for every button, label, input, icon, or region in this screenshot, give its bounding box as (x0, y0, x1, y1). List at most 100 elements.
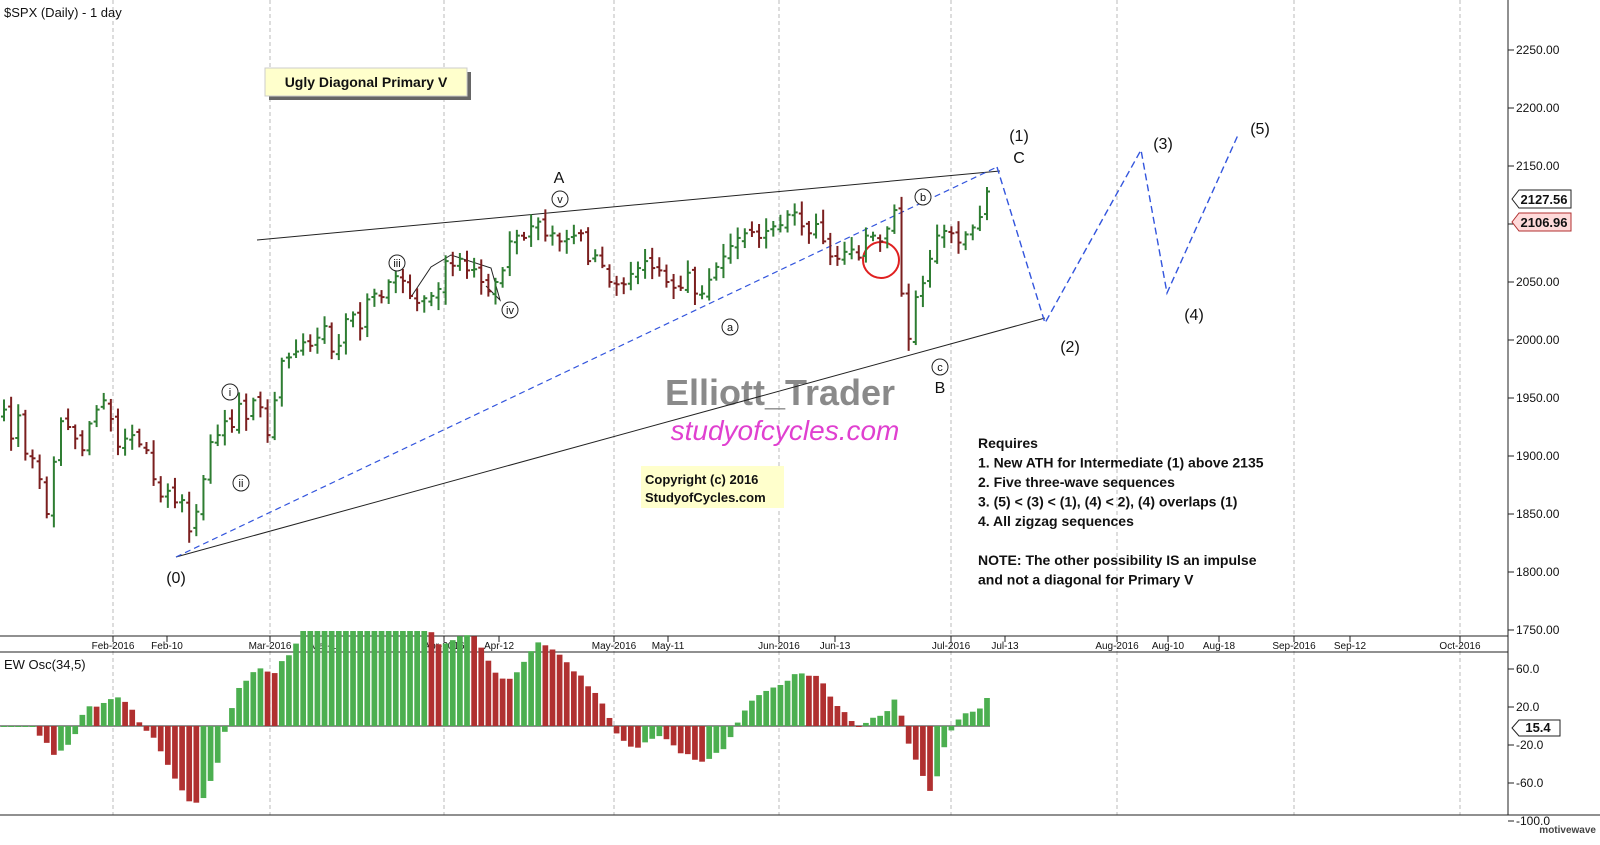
oscillator-bar (471, 636, 477, 726)
oscillator-bar (699, 726, 705, 762)
pattern-label-box (264, 67, 468, 97)
oscillator-bar (172, 726, 178, 779)
oscillator-bar (236, 687, 242, 726)
ohlc-bar (592, 249, 599, 263)
oscillator-bar (670, 726, 677, 746)
wave-label-text: (4) (1184, 307, 1204, 324)
time-tick-label: Sep-12 (1334, 641, 1367, 652)
time-tick-label: Jul-2016 (932, 641, 971, 652)
oscillator-bar (257, 668, 264, 726)
ohlc-bar (428, 292, 435, 307)
time-tick-label: Mar-2016 (249, 641, 292, 652)
wave-label: (3) (1153, 136, 1173, 153)
ohlc-bar (927, 249, 934, 288)
oscillator-bar (307, 631, 314, 726)
ohlc-bar (520, 231, 527, 241)
oscillator-bar (457, 636, 463, 726)
oscillator-bar (848, 721, 855, 726)
ohlc-bar (485, 273, 492, 297)
oscillator-bar (492, 672, 499, 726)
ohlc-bar (492, 277, 499, 305)
ohlc-bar (407, 274, 414, 300)
ohlc-bar (43, 476, 50, 519)
ohlc-bar (442, 255, 449, 305)
price-tick-label: 1750.00 (1516, 623, 1560, 637)
oscillator-bar (884, 711, 891, 726)
ohlc-bar (100, 392, 107, 410)
oscillator-bar (79, 714, 86, 726)
ohlc-bar (599, 246, 606, 269)
ohlc-bar (200, 474, 207, 521)
ohlc-bar (656, 257, 663, 277)
upper-trendline (256, 170, 1001, 241)
oscillator-bar (36, 726, 43, 736)
ohlc-bar (435, 282, 442, 311)
oscillator-bar (15, 726, 22, 727)
ohlc-bar (941, 224, 948, 248)
ohlc-bar (342, 313, 349, 355)
ohlc-bar (136, 428, 143, 448)
time-tick-label: Feb-10 (151, 641, 183, 652)
ohlc-bar (948, 226, 955, 244)
oscillator-bar (221, 726, 228, 732)
oscillator-bar (278, 661, 285, 726)
wave-projection (996, 134, 1239, 325)
ohlc-bar (976, 205, 983, 232)
requirements-notes: Requires 1. New ATH for Intermediate (1) … (978, 435, 1264, 588)
second-price-value: 2106.96 (1521, 215, 1568, 230)
oscillator-bar (642, 726, 648, 743)
wave-label: a (721, 318, 739, 336)
oscillator-tick-label: -60.0 (1516, 776, 1544, 790)
oscillator-bar (293, 643, 299, 726)
ohlc-bar (221, 409, 228, 446)
wave-label: iv (501, 301, 519, 319)
oscillator-bar (364, 631, 371, 726)
ohlc-bar (556, 232, 563, 252)
oscillator-value: 15.4 (1525, 720, 1551, 735)
ohlc-bar (577, 229, 584, 242)
ohlc-bar (278, 357, 285, 407)
ohlc-bar (827, 232, 834, 266)
watermark-url: studyofcycles.com (671, 415, 900, 446)
ohlc-bar (186, 491, 193, 543)
oscillator-bar (428, 632, 435, 726)
oscillator-bar (606, 717, 613, 726)
oscillator-bar (720, 726, 727, 750)
ohlc-bar (321, 316, 328, 344)
ohlc-bar (421, 295, 428, 313)
oscillator-bar (777, 684, 784, 726)
chart-title: $SPX (Daily) - 1 day (4, 5, 122, 20)
wave-label: v (551, 190, 569, 208)
ohlc-bar (414, 288, 421, 312)
ohlc-bar (285, 352, 292, 369)
ohlc-bar (114, 408, 121, 456)
oscillator-bar (179, 726, 185, 791)
note-line: 3. (5) < (3) < (1), (4) < 2), (4) overla… (978, 494, 1237, 510)
oscillator-bar (314, 631, 321, 726)
oscillator-bar (58, 726, 64, 751)
oscillator-bar (478, 647, 485, 726)
ohlc-bar (350, 311, 357, 328)
ohlc-bar (371, 288, 378, 307)
wave-label: ii (232, 474, 250, 492)
oscillator-bar (898, 715, 905, 726)
oscillator-bar (713, 726, 720, 753)
ohlc-bar (877, 234, 884, 252)
ohlc-bar (243, 393, 250, 431)
oscillator-bar (229, 708, 235, 726)
oscillator-bar (677, 726, 684, 754)
oscillator-bar (400, 631, 406, 726)
ohlc-bar (834, 245, 841, 266)
ohlc-bar (855, 245, 862, 261)
wave-label-text: (0) (166, 570, 186, 587)
ohlc-bar (364, 293, 371, 338)
ohlc-bar (962, 231, 969, 251)
ohlc-bar (335, 334, 342, 361)
oscillator-bar (620, 726, 627, 741)
oscillator-bar (51, 726, 57, 755)
time-tick-label: Aug-18 (1203, 641, 1236, 652)
ohlc-bar (456, 252, 463, 271)
ohlc-bar (107, 398, 114, 432)
oscillator-bar (157, 726, 164, 752)
